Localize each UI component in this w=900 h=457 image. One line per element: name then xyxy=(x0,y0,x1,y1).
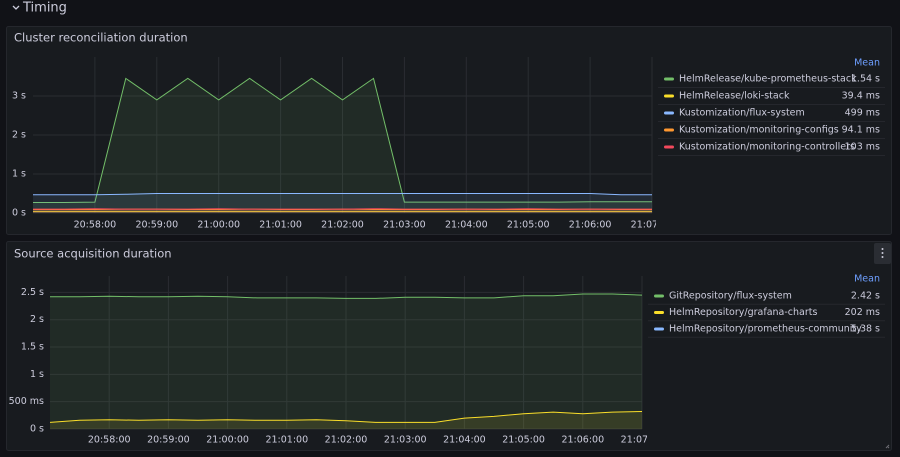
area xyxy=(33,193,652,213)
legend-label: Kustomization/flux-system xyxy=(679,108,805,119)
legend-swatch xyxy=(664,111,674,115)
legend-label: HelmRepository/prometheus-community xyxy=(669,324,862,335)
area xyxy=(33,208,652,213)
x-tick-label: 21:06:00 xyxy=(569,220,612,231)
legend-mean: 499 ms xyxy=(845,108,880,119)
x-tick-label: 21:03:00 xyxy=(384,435,427,446)
area xyxy=(50,294,642,429)
y-tick-label: 1 s xyxy=(12,169,26,180)
legend-label: HelmRelease/kube-prometheus-stack xyxy=(679,74,857,85)
legend-swatch xyxy=(654,311,664,314)
legend-mean: 39.4 ms xyxy=(842,91,880,102)
plot: 20:58:00 20:59:00 21:00:00 21:01:00 21:02:00… xyxy=(33,57,674,231)
x-tick-label: 21:03:00 xyxy=(383,220,426,231)
x-tick-label: 20:59:00 xyxy=(135,220,178,231)
y-tick-label: 3 s xyxy=(12,91,26,102)
x-tick-label: 21:02:00 xyxy=(321,220,364,231)
y-tick-label: 2 s xyxy=(30,314,44,325)
legend-label: HelmRepository/grafana-charts xyxy=(669,307,817,318)
plot: 20:58:00 20:59:00 21:00:00 21:01:00 21:02:00… xyxy=(49,276,664,446)
area xyxy=(33,209,652,213)
line xyxy=(33,77,652,203)
y-tick-label: 0 s xyxy=(30,424,44,435)
x-tick-label: 21:01:00 xyxy=(259,220,302,231)
legend-swatch xyxy=(654,294,664,298)
legend-label: GitRepository/flux-system xyxy=(669,291,792,302)
legend-mean: 202 ms xyxy=(845,307,880,318)
legend-label: HelmRelease/loki-stack xyxy=(679,91,790,102)
panel-title: Cluster reconciliation duration xyxy=(14,31,188,45)
y-tick-label: 0 s xyxy=(12,208,26,219)
menu-dot xyxy=(881,252,884,254)
menu-dot xyxy=(881,248,884,250)
y-tick-label: 500 ms xyxy=(9,396,44,407)
section-title[interactable]: Timing xyxy=(22,1,67,16)
x-tick-label: 21:00:00 xyxy=(197,220,240,231)
legend-label: Kustomization/monitoring-configs xyxy=(679,125,839,136)
legend-swatch xyxy=(654,327,664,331)
x-tick-label: 21:07:00 xyxy=(621,435,664,446)
legend-label: Kustomization/monitoring-controllers xyxy=(679,142,855,153)
panel-title: Source acquisition duration xyxy=(14,247,172,261)
area xyxy=(33,78,652,214)
x-tick-label: 21:00:00 xyxy=(206,435,249,446)
area xyxy=(50,411,642,429)
y-tick-label: 1 s xyxy=(30,369,44,380)
y-tick-label: 1.5 s xyxy=(21,342,44,353)
legend-swatch xyxy=(664,145,674,149)
menu-dot xyxy=(881,256,884,258)
x-tick-label: 21:05:00 xyxy=(507,220,550,231)
x-tick-label: 21:01:00 xyxy=(265,435,308,446)
collapse-chevron[interactable] xyxy=(12,5,20,10)
legend-mean: 1.54 s xyxy=(851,74,880,85)
legend-header: Mean xyxy=(854,58,880,69)
x-tick-label: 21:02:00 xyxy=(325,435,368,446)
legend-swatch xyxy=(664,94,674,98)
legend-header: Mean xyxy=(854,274,880,285)
x-tick-label: 20:59:00 xyxy=(147,435,190,446)
legend-mean: 2.42 s xyxy=(851,291,880,302)
x-tick-label: 21:06:00 xyxy=(561,435,604,446)
x-tick-label: 21:05:00 xyxy=(502,435,545,446)
x-tick-label: 21:07:00 xyxy=(631,220,674,231)
legend-swatch xyxy=(664,77,674,81)
line xyxy=(50,293,643,299)
legend-mean: 103 ms xyxy=(845,142,880,153)
legend-swatch xyxy=(664,128,674,132)
x-tick-label: 20:58:00 xyxy=(88,435,131,446)
x-tick-label: 21:04:00 xyxy=(445,220,488,231)
x-tick-label: 20:58:00 xyxy=(74,220,117,231)
y-tick-label: 2.5 s xyxy=(21,287,44,298)
line xyxy=(49,411,643,423)
line xyxy=(33,193,652,196)
legend-mean: 5.38 s xyxy=(851,324,880,335)
legend-mean: 94.1 ms xyxy=(842,125,880,136)
y-tick-label: 2 s xyxy=(12,130,26,141)
resize-handle[interactable] xyxy=(885,444,890,449)
x-tick-label: 21:04:00 xyxy=(443,435,486,446)
